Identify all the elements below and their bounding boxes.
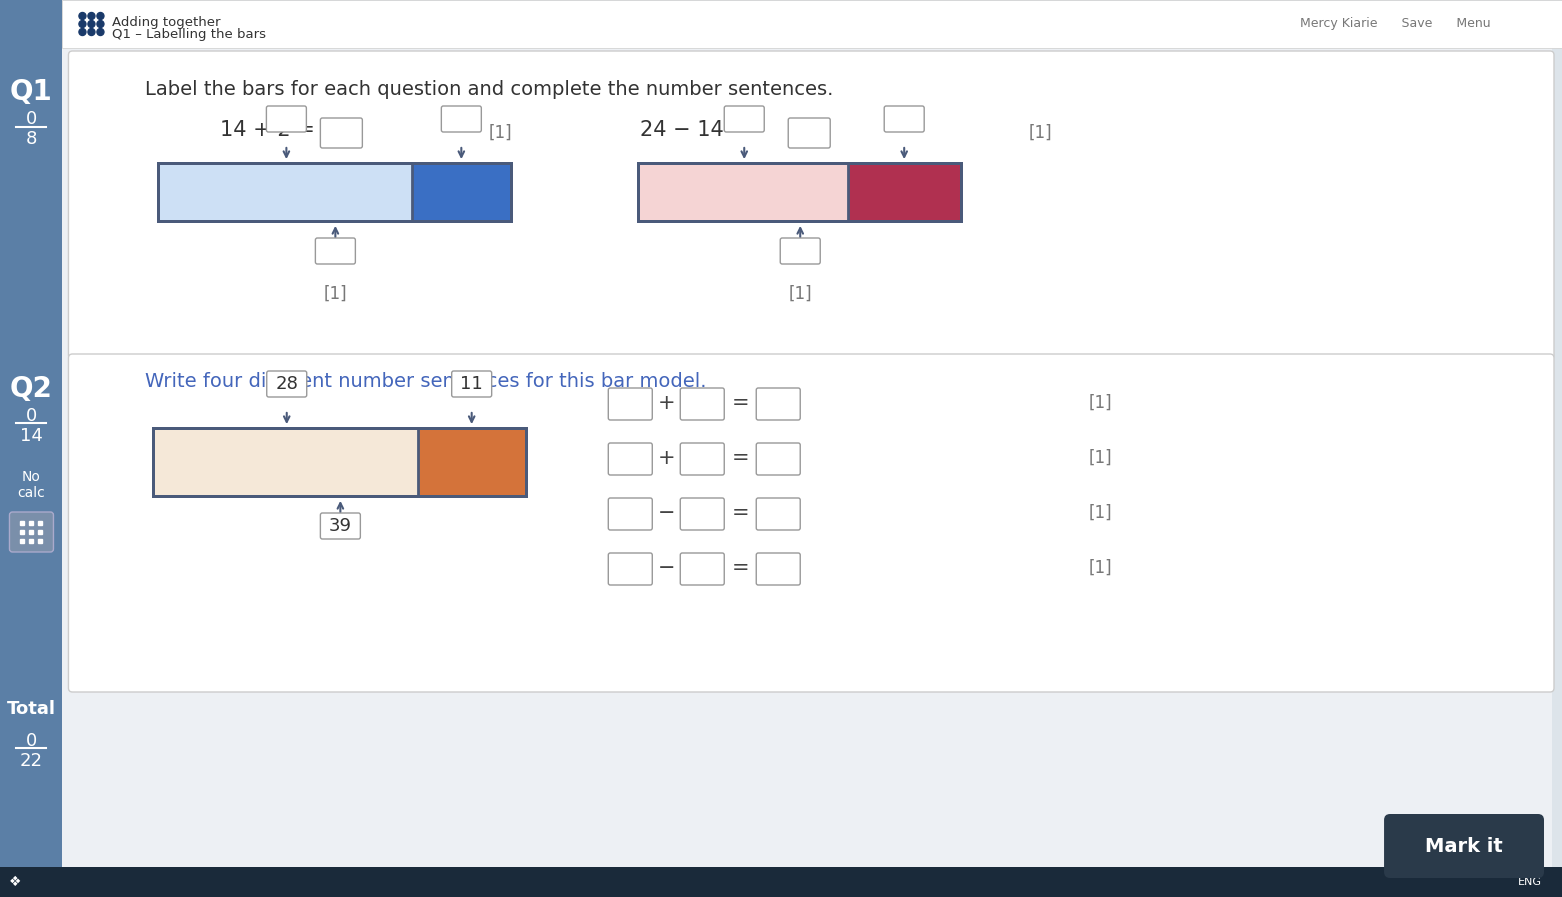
- Text: Label the bars for each question and complete the number sentences.: Label the bars for each question and com…: [145, 80, 834, 99]
- Text: ENG: ENG: [1518, 877, 1542, 887]
- Text: [1]: [1]: [1089, 504, 1112, 522]
- Bar: [161, 165, 412, 220]
- Circle shape: [87, 21, 95, 28]
- Text: [1]: [1]: [789, 285, 812, 303]
- Circle shape: [80, 21, 86, 28]
- Bar: [848, 165, 961, 220]
- Text: 8: 8: [27, 130, 37, 148]
- Circle shape: [80, 13, 86, 20]
- Text: [1]: [1]: [1089, 449, 1112, 467]
- FancyBboxPatch shape: [756, 388, 800, 420]
- Text: =: =: [731, 503, 750, 523]
- Text: 22: 22: [20, 752, 44, 770]
- Text: 24 − 14 =: 24 − 14 =: [640, 120, 748, 140]
- Bar: [640, 165, 848, 220]
- Text: Mercy Kiarie      Save      Menu: Mercy Kiarie Save Menu: [1300, 18, 1490, 30]
- Text: =: =: [731, 558, 750, 578]
- Text: +: +: [658, 393, 675, 413]
- Text: ❖: ❖: [9, 875, 22, 889]
- Text: Write four different number sentences for this bar model.: Write four different number sentences fo…: [145, 372, 708, 391]
- Bar: [62, 0, 1562, 48]
- Bar: [419, 430, 525, 495]
- FancyBboxPatch shape: [756, 553, 800, 585]
- Text: Q2: Q2: [9, 375, 53, 403]
- FancyBboxPatch shape: [451, 371, 492, 397]
- Bar: [156, 430, 419, 495]
- FancyBboxPatch shape: [9, 512, 53, 552]
- FancyBboxPatch shape: [756, 498, 800, 530]
- Text: 39: 39: [330, 517, 351, 535]
- Text: 0: 0: [27, 732, 37, 750]
- FancyBboxPatch shape: [681, 443, 725, 475]
- Text: 14: 14: [20, 427, 42, 445]
- Circle shape: [97, 21, 105, 28]
- Text: Mark it: Mark it: [1425, 837, 1503, 856]
- Text: [1]: [1]: [323, 285, 347, 303]
- FancyBboxPatch shape: [608, 443, 653, 475]
- Text: Q1: Q1: [9, 78, 53, 106]
- FancyBboxPatch shape: [267, 106, 306, 132]
- FancyBboxPatch shape: [681, 553, 725, 585]
- FancyBboxPatch shape: [781, 238, 820, 264]
- Bar: [0, 867, 1562, 897]
- Text: −: −: [658, 503, 675, 523]
- Bar: [412, 165, 511, 220]
- Text: [1]: [1]: [1089, 394, 1112, 412]
- Bar: [0, 0, 62, 897]
- Text: [1]: [1]: [489, 124, 512, 142]
- Text: No
calc: No calc: [17, 470, 45, 501]
- Text: +: +: [658, 448, 675, 468]
- Text: 11: 11: [461, 375, 483, 393]
- Circle shape: [97, 29, 105, 36]
- FancyBboxPatch shape: [681, 498, 725, 530]
- Bar: [637, 162, 964, 223]
- FancyBboxPatch shape: [267, 371, 306, 397]
- FancyBboxPatch shape: [320, 118, 362, 148]
- Text: Q1 – Labelling the bars: Q1 – Labelling the bars: [112, 28, 267, 41]
- FancyBboxPatch shape: [442, 106, 481, 132]
- FancyBboxPatch shape: [316, 238, 356, 264]
- Bar: [153, 427, 528, 498]
- Text: −: −: [658, 558, 675, 578]
- Text: [1]: [1]: [1028, 124, 1051, 142]
- FancyBboxPatch shape: [608, 498, 653, 530]
- FancyBboxPatch shape: [608, 553, 653, 585]
- Text: 0: 0: [27, 110, 37, 128]
- Text: 0: 0: [27, 407, 37, 425]
- Text: [1]: [1]: [1089, 559, 1112, 577]
- FancyBboxPatch shape: [789, 118, 831, 148]
- FancyBboxPatch shape: [725, 106, 764, 132]
- FancyBboxPatch shape: [608, 388, 653, 420]
- FancyBboxPatch shape: [69, 354, 1554, 692]
- FancyBboxPatch shape: [756, 443, 800, 475]
- Circle shape: [87, 13, 95, 20]
- Circle shape: [87, 29, 95, 36]
- FancyBboxPatch shape: [681, 388, 725, 420]
- FancyBboxPatch shape: [1384, 814, 1543, 878]
- Text: Total: Total: [6, 700, 56, 718]
- Text: 28: 28: [275, 375, 298, 393]
- FancyBboxPatch shape: [884, 106, 925, 132]
- FancyBboxPatch shape: [320, 513, 361, 539]
- FancyBboxPatch shape: [69, 51, 1554, 359]
- Text: 14 + 2 =: 14 + 2 =: [220, 120, 316, 140]
- Circle shape: [80, 29, 86, 36]
- Text: =: =: [731, 393, 750, 413]
- Circle shape: [97, 13, 105, 20]
- Bar: [158, 162, 514, 223]
- Text: =: =: [731, 448, 750, 468]
- Text: Adding together: Adding together: [112, 16, 220, 29]
